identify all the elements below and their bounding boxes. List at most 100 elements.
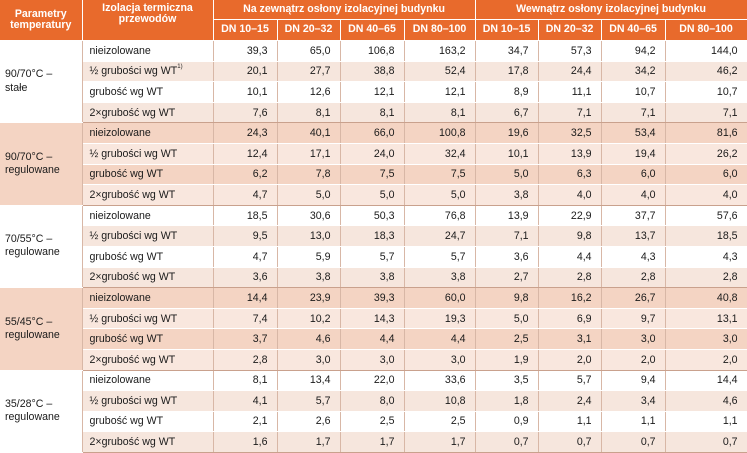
value-cell: 5,7 — [277, 390, 341, 412]
insulation-cell: nieizolowane — [82, 205, 214, 227]
value-cell: 81,6 — [665, 122, 747, 144]
insulation-cell: grubość wg WT — [82, 411, 214, 433]
header-dn: DN 20–32 — [538, 19, 602, 41]
insulation-label: grubość wg WT — [89, 85, 164, 98]
value-cell: 4,0 — [665, 184, 747, 206]
value-cell: 1,9 — [475, 349, 539, 371]
value-cell: 3,0 — [277, 349, 341, 371]
value-cell: 17,8 — [475, 61, 539, 83]
param-cell: 70/55°C – regulowane — [0, 205, 83, 289]
value-cell: 4,4 — [340, 328, 405, 350]
value-cell: 5,0 — [277, 184, 341, 206]
value-cell: 4,6 — [277, 328, 341, 350]
value-cell: 5,0 — [404, 184, 476, 206]
insulation-cell: grubość wg WT — [82, 246, 214, 268]
insulation-label: grubość wg WT — [89, 168, 164, 181]
value-cell: 53,4 — [601, 122, 666, 144]
table-row: grubość wg WT 3,7 4,6 4,4 4,4 2,5 3,1 3,0 3,0 — [0, 328, 747, 350]
value-cell: 7,6 — [213, 102, 278, 124]
value-cell: 6,7 — [475, 102, 539, 124]
value-cell: 24,4 — [538, 61, 602, 83]
table-row: ½ grubości wg WT 7,4 10,2 14,3 19,3 5,0 6,9 9,7… — [0, 308, 747, 330]
insulation-label: ½ grubości wg WT — [89, 230, 178, 243]
insulation-cell: ½ grubości wg WT1) — [82, 61, 214, 83]
value-cell: 24,7 — [404, 225, 476, 247]
value-cell: 12,6 — [277, 81, 341, 103]
value-cell: 66,0 — [340, 122, 405, 144]
value-cell: 4,7 — [213, 184, 278, 206]
value-cell: 3,4 — [601, 390, 666, 412]
header-outside: Na zewnątrz osłony izolacyjnej budynku — [213, 0, 476, 20]
value-cell: 0,7 — [475, 431, 539, 453]
insulation-cell: ½ grubości wg WT — [82, 390, 214, 412]
table-row: ½ grubości wg WT 12,4 17,1 24,0 32,4 10,1 13,9… — [0, 143, 747, 165]
value-cell: 50,3 — [340, 205, 405, 227]
value-cell: 4,3 — [601, 246, 666, 268]
value-cell: 6,0 — [601, 164, 666, 186]
value-cell: 163,2 — [404, 40, 476, 62]
insulation-cell: nieizolowane — [82, 122, 214, 144]
value-cell: 18,5 — [213, 205, 278, 227]
value-cell: 6,3 — [538, 164, 602, 186]
insulation-cell: ½ grubości wg WT — [82, 308, 214, 330]
value-cell: 13,7 — [601, 225, 666, 247]
value-cell: 2,8 — [538, 267, 602, 289]
value-cell: 1,8 — [475, 390, 539, 412]
value-cell: 5,7 — [340, 246, 405, 268]
insulation-label: nieizolowane — [89, 374, 151, 387]
insulation-label: ½ grubości wg WT — [89, 394, 178, 407]
value-cell: 8,1 — [340, 102, 405, 124]
param-cell: 55/45°C – regulowane — [0, 287, 83, 371]
value-cell: 7,8 — [277, 164, 341, 186]
insulation-label: ½ grubości wg WT — [89, 147, 178, 160]
value-cell: 94,2 — [601, 40, 666, 62]
value-cell: 40,8 — [665, 287, 747, 309]
value-cell: 12,1 — [404, 81, 476, 103]
header-dn: DN 80–100 — [665, 19, 747, 41]
value-cell: 19,6 — [475, 122, 539, 144]
value-cell: 8,1 — [213, 370, 278, 392]
value-cell: 60,0 — [404, 287, 476, 309]
insulation-label: 2×grubość wg WT — [89, 436, 176, 449]
header-dn: DN 40–65 — [601, 19, 666, 41]
insulation-cell: 2×grubość wg WT — [82, 184, 214, 206]
value-cell: 3,6 — [475, 246, 539, 268]
value-cell: 46,2 — [665, 61, 747, 83]
value-cell: 1,1 — [538, 411, 602, 433]
value-cell: 3,0 — [340, 349, 405, 371]
insulation-label: nieizolowane — [89, 209, 151, 222]
value-cell: 7,1 — [475, 225, 539, 247]
value-cell: 5,7 — [538, 370, 602, 392]
value-cell: 10,7 — [665, 81, 747, 103]
value-cell: 106,8 — [340, 40, 405, 62]
value-cell: 24,0 — [340, 143, 405, 165]
footnote-marker: 1) — [177, 64, 183, 71]
value-cell: 2,0 — [601, 349, 666, 371]
value-cell: 2,5 — [404, 411, 476, 433]
value-cell: 3,8 — [340, 267, 405, 289]
value-cell: 2,8 — [665, 267, 747, 289]
header-param: Parametry temperatury — [0, 0, 83, 41]
value-cell: 9,7 — [601, 308, 666, 330]
value-cell: 20,1 — [213, 61, 278, 83]
header-inside: Wewnątrz osłony izolacyjnej budynku — [475, 0, 747, 20]
insulation-cell: nieizolowane — [82, 40, 214, 62]
insulation-label: 2×grubość wg WT — [89, 271, 176, 284]
value-cell: 7,5 — [404, 164, 476, 186]
insulation-label: nieizolowane — [89, 127, 151, 140]
value-cell: 57,3 — [538, 40, 602, 62]
value-cell: 2,5 — [340, 411, 405, 433]
insulation-label: ½ grubości wg WT — [89, 65, 178, 78]
insulation-label: ½ grubości wg WT — [89, 312, 178, 325]
value-cell: 10,1 — [475, 143, 539, 165]
insulation-cell: 2×grubość wg WT — [82, 349, 214, 371]
value-cell: 22,9 — [538, 205, 602, 227]
table-row: 90/70°C – regulowane nieizolowane 24,3 40,1… — [0, 122, 747, 206]
table-row: 35/28°C – regulowane nieizolowane 8,1 13,4 2… — [0, 370, 747, 453]
header-dn: DN 10–15 — [213, 19, 278, 41]
value-cell: 3,5 — [475, 370, 539, 392]
table-row: 2×grubość wg WT 2,8 3,0 3,0 3,0 1,9 2,0 2,0 2,0 — [0, 349, 747, 371]
header-insulation: Izolacja termiczna przewodów — [82, 0, 214, 41]
param-cell: 35/28°C – regulowane — [0, 370, 83, 453]
